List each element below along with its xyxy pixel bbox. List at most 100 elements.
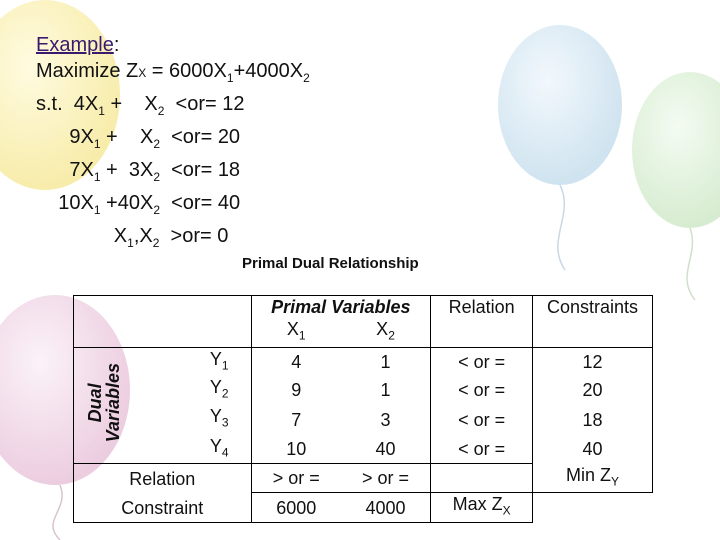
- constraint-3-pre: 7X: [36, 159, 94, 181]
- constraint-4-sub-2: 2: [153, 203, 161, 217]
- table-row: Dual Variables Y 1 4 1 < or = 12: [73, 347, 653, 465]
- nonnegativity-line: X1,X2 >or= 0: [36, 223, 310, 256]
- subheader-blank-3: [430, 318, 534, 348]
- relation-header: Relation: [430, 295, 534, 318]
- constraint-line-1: s.t. 4X1 + X2 <or= 12: [36, 91, 310, 124]
- constraint-2-sub-2: 2: [153, 137, 160, 151]
- constraint-4-sub-1: 1: [93, 203, 101, 217]
- header-blank-1: [73, 295, 134, 318]
- table-header-row: Primal Variables Relation Constraints: [73, 295, 653, 318]
- primal-dual-table: Primal Variables Relation Constraints X1…: [73, 295, 653, 524]
- nonneg-post: >or= 0: [159, 225, 229, 247]
- constraint-1-sub-1: 1: [98, 104, 105, 118]
- constraint-1-post: <or= 12: [164, 93, 245, 115]
- cell-y4-x2: 40: [340, 434, 432, 465]
- x1-sub: 1: [298, 328, 306, 343]
- variable-subheader-row: X1 X2: [73, 318, 653, 348]
- y3-label: Y3: [133, 404, 252, 435]
- max-z-base: Max Z: [452, 494, 503, 515]
- y4-label: Y4: [133, 434, 252, 465]
- constraint-3-post: <or= 18: [160, 159, 241, 181]
- relation-row: Relation > or = > or = Min ZY: [73, 463, 653, 494]
- objective-text-b: = 6000X: [146, 60, 227, 82]
- objective-sub-2: 2: [303, 71, 310, 85]
- cell-y3-rhs: 18: [532, 404, 653, 435]
- y3-sub: 3: [221, 416, 229, 431]
- y3-base: Y: [209, 406, 222, 427]
- relation-x1: > or =: [272, 468, 320, 489]
- cell-y1-x1: 4: [291, 351, 302, 372]
- constraint-line-2: 9X1 + X2 <or= 20: [36, 124, 310, 157]
- balloon-yellow: [0, 0, 120, 190]
- table-row: Y4 10 40 < or = 40: [74, 434, 653, 465]
- constraint-4-post: <or= 40: [160, 192, 241, 214]
- constraint-2-post: <or= 20: [160, 126, 241, 148]
- cell-y2-x2: 1: [340, 376, 432, 405]
- constraint-3-mid: + 3X: [100, 159, 154, 181]
- y2-base: Y: [209, 377, 222, 398]
- constraint-row-blank: [533, 493, 653, 523]
- constraints-header: Constraints: [532, 295, 653, 318]
- constraint-2-mid: + X: [100, 126, 154, 148]
- balloon-green: [632, 72, 720, 301]
- min-z-sub: Y: [611, 474, 620, 489]
- balloon-blue: [498, 25, 622, 271]
- constraint-row: Constraint 6000 4000 Max ZX: [73, 492, 653, 524]
- y4-base: Y: [209, 435, 222, 456]
- example-colon: :: [113, 34, 120, 56]
- subheader-blank-2: [133, 318, 252, 348]
- constraint-3-sub-1: 1: [93, 170, 101, 184]
- dual-variables-label: Dual Variables: [84, 363, 123, 443]
- constraint-2-pre: 9X: [36, 126, 94, 148]
- example-block: Example: Maximize ZX = 6000X1+4000X2 s.t…: [36, 32, 310, 256]
- subheader-blank-4: [532, 318, 653, 348]
- objective-z-subscript: X: [138, 66, 147, 80]
- cell-y3-relation: < or =: [430, 404, 534, 435]
- cell-y1-x2: 1: [340, 347, 432, 377]
- relation-row-label: Relation: [73, 463, 252, 493]
- objective-sub-1: 1: [226, 71, 234, 85]
- constraint-3-sub-2: 2: [153, 170, 160, 184]
- max-z-cell: Max ZX: [430, 492, 534, 524]
- constraint-4-mid: +40X: [100, 192, 154, 214]
- subheader-blank-1: [73, 318, 134, 348]
- constraint-line-3: 7X1 + 3X2 <or= 18: [36, 157, 310, 190]
- constraint-line-4: 10X1 +40X2 <or= 40: [36, 190, 310, 223]
- constraint-1-pre: s.t. 4X: [36, 93, 99, 115]
- example-heading: Example:: [36, 32, 310, 58]
- cell-y1-rhs: 12: [532, 347, 653, 377]
- x1-header: X1: [251, 318, 341, 348]
- constraint-1-mid: + X: [104, 93, 158, 115]
- cell-y4-rhs: 40: [532, 434, 653, 464]
- cell-y4-x1: 10: [251, 434, 341, 465]
- example-heading-link[interactable]: Example: [36, 34, 114, 56]
- x2-sub: 2: [388, 328, 395, 343]
- y1-base: Y: [209, 348, 222, 369]
- table-row: Y3 7 3 < or = 18: [74, 404, 653, 435]
- objective-text-a: Maximize Z: [36, 60, 139, 82]
- nonneg-sub-1: 1: [127, 236, 134, 250]
- cell-y4-relation: < or =: [430, 434, 534, 465]
- objective-line: Maximize ZX = 6000X1+4000X2: [36, 58, 310, 91]
- relationship-title: Primal Dual Relationship: [242, 255, 419, 272]
- constraint-2-sub-1: 1: [93, 137, 101, 151]
- constraint-1-sub-2: 2: [157, 104, 165, 118]
- objective-text-c: +4000X: [233, 60, 304, 82]
- cell-y2-x1: 9: [291, 380, 302, 401]
- nonneg-mid: ,X: [133, 225, 153, 247]
- min-z-base: Min Z: [566, 464, 612, 485]
- nonneg-sub-2: 2: [152, 236, 160, 250]
- y4-sub: 4: [221, 445, 229, 460]
- table-row: Y2 9 1 < or = 20: [74, 376, 653, 405]
- cell-y2-relation: < or =: [430, 376, 534, 405]
- y2-label: Y2: [133, 376, 252, 405]
- x2-header: X2: [340, 318, 432, 348]
- header-blank-2: [133, 295, 252, 318]
- min-z-cell: Min ZY: [532, 463, 653, 494]
- cell-y3-x1: 7: [291, 409, 302, 430]
- nonneg-pre: X: [36, 225, 128, 247]
- y2-sub: 2: [221, 386, 229, 401]
- constraint-4-pre: 10X: [36, 192, 94, 214]
- cell-y1-relation: < or =: [430, 347, 534, 377]
- cell-y2-rhs: 20: [532, 376, 653, 405]
